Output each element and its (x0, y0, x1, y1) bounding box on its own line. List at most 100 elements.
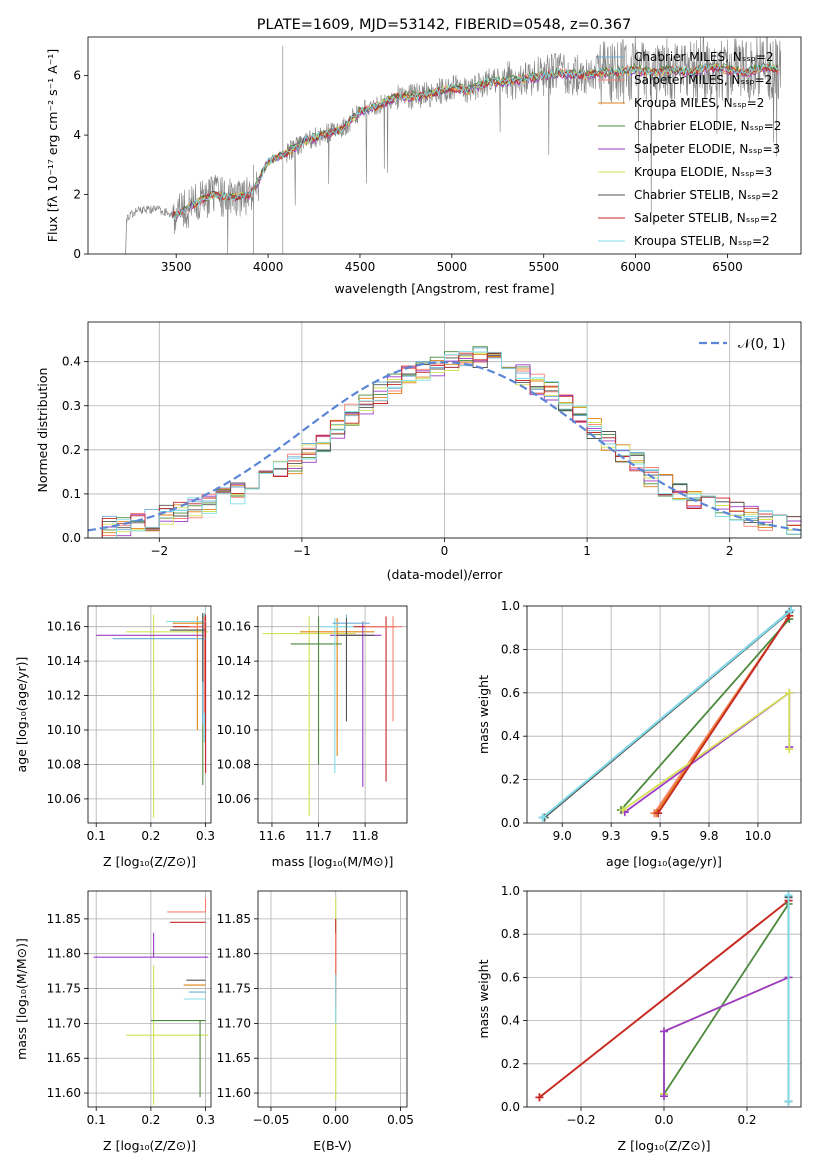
y-axis-label: Normed distribution (35, 368, 50, 493)
y-tick-label: 0.0 (62, 531, 81, 545)
x-axis-label: Z [log₁₀(Z/Z⊙)] (618, 1138, 711, 1153)
legend-label-4: Salpeter ELODIE, Nₛₛₚ=3 (634, 142, 780, 156)
model-spectrum-6 (172, 62, 779, 218)
x-tick-label: 0.2 (141, 829, 160, 843)
mass-weight-line-3 (663, 903, 790, 1095)
y-tick-label: 0.6 (501, 970, 520, 984)
axes-frame (87, 605, 212, 824)
x-tick-label: 6500 (712, 260, 743, 274)
mass-weight-line-3 (620, 618, 790, 811)
x-axis-label: (data-model)/error (387, 567, 504, 582)
mass-weight-marker-2 (535, 1093, 544, 1102)
x-axis-label: E(B-V) (313, 1138, 352, 1153)
mass-weight-marker-5 (785, 745, 794, 754)
axes-frame (257, 890, 408, 1108)
axes-frame (87, 36, 802, 255)
observed-spectrum (126, 37, 782, 254)
x-tick-label: 4500 (345, 260, 376, 274)
x-tick-label: 0.1 (87, 1113, 106, 1127)
mass-weight-line-2 (538, 899, 790, 1099)
x-tick-label: 2 (726, 544, 734, 558)
x-tick-label: 1 (583, 544, 591, 558)
y-tick-label: 10.16 (217, 620, 251, 634)
legend-label-2: Kroupa MILES, Nₛₛₚ=2 (634, 96, 764, 110)
x-tick-label: 5000 (437, 260, 468, 274)
x-tick-label: 5500 (528, 260, 559, 274)
model-spectrum-8 (172, 63, 779, 219)
x-tick-label: 0.05 (387, 1113, 414, 1127)
plot-area (88, 322, 801, 538)
x-axis-label: Z [log₁₀(Z/Z⊙)] (103, 1138, 196, 1153)
mass-weight-marker-8 (787, 606, 796, 615)
mass-weight-marker-8 (784, 1097, 793, 1106)
x-tick-label: −0.05 (253, 1113, 290, 1127)
y-tick-label: 11.65 (217, 1051, 251, 1065)
chart-residuals: −2 −1 0 1 2 0.0 0.1 0.2 0.3 0.4 (data-model)/error… (35, 321, 802, 582)
y-tick-label: 11.75 (217, 982, 251, 996)
x-tick-label: 11.7 (305, 829, 332, 843)
mass-weight-marker-7 (785, 611, 794, 620)
mass-weight-line-5 (663, 976, 789, 1097)
y-tick-label: 6 (73, 69, 81, 83)
legend: Chabrier MILES, Nₛₛₚ=2 Salpeter MILES, Nₛ… (598, 50, 781, 248)
y-tick-label: 0.4 (501, 1014, 520, 1028)
chart-mass-vs-Z: 0.1 0.2 0.3 11.60 11.65 11.70 11.75 11.80 11.85 Z… (14, 890, 215, 1153)
x-tick-label: 0.2 (737, 1113, 756, 1127)
y-tick-label: 2 (73, 188, 81, 202)
x-tick-label: 10.0 (745, 829, 772, 843)
x-tick-label: 0.00 (322, 1113, 349, 1127)
y-tick-label: 11.85 (217, 912, 251, 926)
y-tick-label: 10.14 (217, 654, 251, 668)
y-tick-label: 0.2 (501, 773, 520, 787)
residual-histogram-6 (88, 353, 801, 538)
plot-area (88, 891, 211, 1107)
mass-weight-marker-5 (785, 688, 794, 697)
y-tick-label: 0.4 (62, 355, 81, 369)
y-tick-label: 0.6 (501, 686, 520, 700)
y-tick-label: 10.14 (47, 654, 81, 668)
spectrum-edge (125, 218, 127, 254)
chart-mass-weight-vs-age: 9.0 9.3 9.5 9.8 10.0 0.0 0.2 0.4 0.6 0.8 1.0 age [l… (476, 599, 802, 869)
x-axis-label: wavelength [Angstrom, rest frame] (334, 281, 554, 296)
x-tick-label: −2 (150, 544, 168, 558)
y-tick-label: 10.06 (217, 792, 251, 806)
x-tick-label: −1 (293, 544, 311, 558)
y-tick-label: 0.1 (62, 487, 81, 501)
chart-age-vs-mass: 11.6 11.7 11.8 10.06 10.08 10.10 10.12 10.14 10.… (217, 605, 408, 869)
y-tick-label: 11.60 (217, 1086, 251, 1100)
plot-area (527, 606, 801, 823)
x-tick-label: −0.2 (566, 1113, 595, 1127)
y-axis-label: age [log₁₀(age/yr)] (14, 657, 29, 773)
y-tick-label: 0.0 (501, 1100, 520, 1114)
y-tick-label: 10.10 (47, 723, 81, 737)
plot-area (88, 606, 211, 823)
y-tick-label: 11.85 (47, 912, 81, 926)
x-tick-label: 0.2 (141, 1113, 160, 1127)
x-axis-label: age [log₁₀(age/yr)] (606, 854, 722, 869)
legend-label-3: Chabrier ELODIE, Nₛₛₚ=2 (634, 119, 781, 133)
legend-label-0: Chabrier MILES, Nₛₛₚ=2 (634, 50, 774, 64)
legend-label-7: Salpeter STELIB, Nₛₛₚ=2 (634, 211, 778, 225)
x-axis-label: mass [log₁₀(M/M⊙)] (272, 854, 394, 869)
mass-weight-line-7 (657, 615, 791, 814)
y-tick-label: 11.60 (47, 1086, 81, 1100)
x-tick-label: 11.8 (352, 829, 379, 843)
mass-weight-line-5 (622, 691, 791, 811)
y-axis-label: mass [log₁₀(M/M⊙)] (14, 938, 29, 1060)
x-tick-label: 11.6 (259, 829, 286, 843)
legend-label-normal: 𝒩(0, 1) (738, 337, 785, 352)
y-axis-label: mass weight (476, 959, 491, 1038)
y-tick-label: 11.75 (47, 982, 81, 996)
x-tick-label: 9.0 (553, 829, 572, 843)
mass-weight-marker-7 (654, 809, 663, 818)
legend-label-1: Salpeter MILES, Nₛₛₚ=2 (634, 73, 772, 87)
x-tick-label: 0 (441, 544, 449, 558)
axes-frame (87, 890, 212, 1108)
legend-label-8: Kroupa STELIB, Nₛₛₚ=2 (634, 234, 770, 248)
plot-area (258, 606, 407, 823)
x-tick-label: 9.5 (651, 829, 670, 843)
x-tick-label: 9.3 (602, 829, 621, 843)
y-tick-label: 0.2 (501, 1057, 520, 1071)
y-tick-label: 0.8 (501, 642, 520, 656)
